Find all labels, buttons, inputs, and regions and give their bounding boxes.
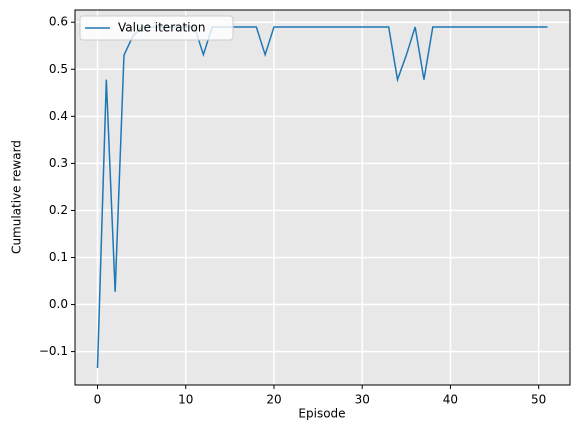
y-tick-label: 0.3 xyxy=(49,156,68,170)
x-tick-label: 20 xyxy=(266,393,281,407)
y-axis-label: Cumulative reward xyxy=(10,140,24,254)
y-tick-label: 0.4 xyxy=(49,109,68,123)
axes-frame xyxy=(74,9,571,386)
legend-label: Value iteration xyxy=(118,21,205,35)
x-tick-label: 30 xyxy=(355,393,370,407)
x-tick-label: 0 xyxy=(94,393,102,407)
plot-area xyxy=(75,10,570,385)
y-tick-label: 0.1 xyxy=(49,250,68,264)
y-tick-label: 0.2 xyxy=(49,203,68,217)
y-tick-label: 0.5 xyxy=(49,62,68,76)
x-axis-label: Episode xyxy=(298,407,345,421)
x-tick-label: 10 xyxy=(178,393,193,407)
y-tick-label: −0.1 xyxy=(39,344,68,358)
x-tick-label: 50 xyxy=(531,393,546,407)
y-tick-label: 0.6 xyxy=(49,15,68,29)
y-tick-label: 0.0 xyxy=(49,297,68,311)
legend-box xyxy=(79,15,234,41)
x-tick-label: 40 xyxy=(443,393,458,407)
